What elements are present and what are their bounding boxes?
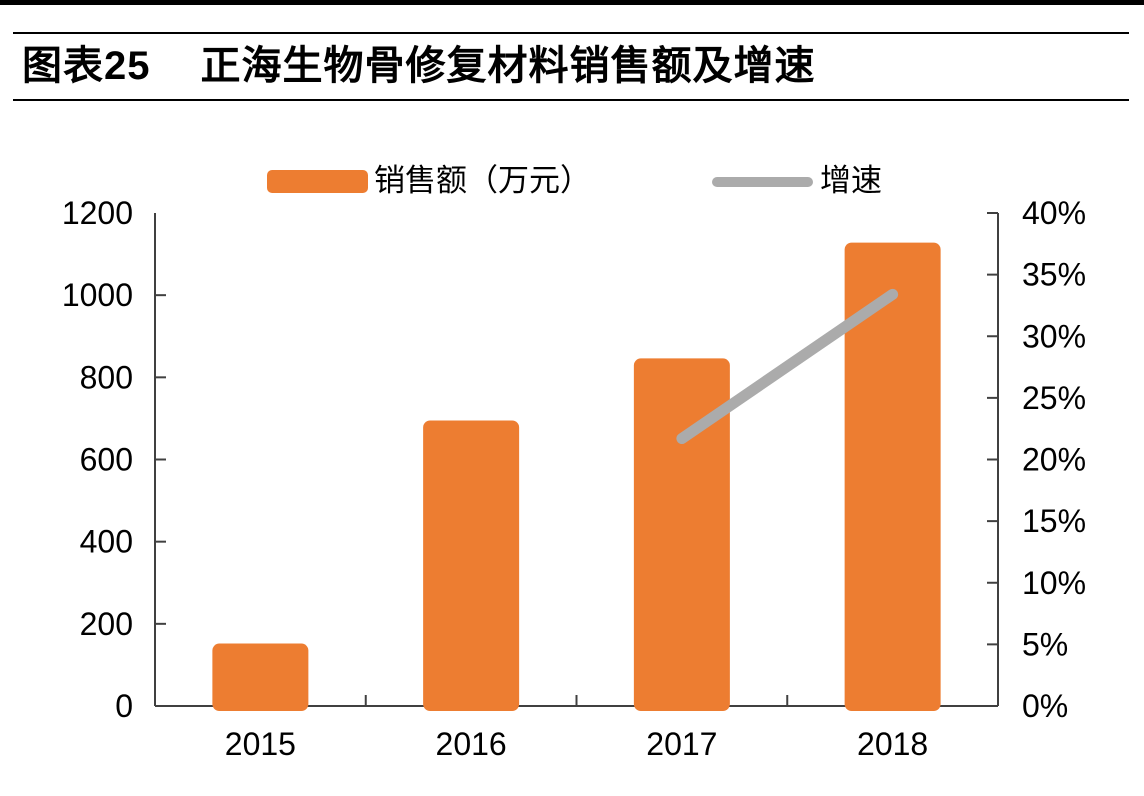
right-axis-label-0%: 0%: [1022, 688, 1068, 724]
left-axis-label-1200: 1200: [62, 195, 133, 231]
bar-2016: [423, 420, 520, 711]
title-rule-bottom: [13, 99, 1129, 101]
left-axis-label-800: 800: [80, 359, 133, 395]
x-axis-label-2017: 2017: [646, 726, 717, 762]
right-axis-label-40%: 40%: [1022, 195, 1086, 231]
x-axis-label-2015: 2015: [225, 726, 296, 762]
bar-2018: [844, 242, 941, 711]
left-axis-label-400: 400: [80, 524, 133, 560]
right-axis-label-30%: 30%: [1022, 318, 1086, 354]
page-top-rule: [0, 0, 1144, 5]
chart-number: 图表25: [22, 44, 151, 88]
left-axis-label-0: 0: [115, 688, 133, 724]
x-axis-label-2016: 2016: [436, 726, 507, 762]
x-axis-label-2018: 2018: [857, 726, 928, 762]
growth-line: [676, 288, 899, 445]
left-axis-label-200: 200: [80, 606, 133, 642]
bar-2017: [633, 358, 730, 711]
bar-2015: [212, 643, 309, 711]
right-axis-label-25%: 25%: [1022, 380, 1086, 416]
legend-bar-swatch: [267, 170, 368, 193]
right-axis-label-15%: 15%: [1022, 503, 1086, 539]
legend-bar-label: 销售额（万元）: [374, 163, 591, 198]
right-axis-label-5%: 5%: [1022, 626, 1068, 662]
chart-title-text: 正海生物骨修复材料销售额及增速: [200, 44, 816, 88]
chart-title: 图表25 正海生物骨修复材料销售额及增速: [22, 44, 816, 88]
right-axis-label-35%: 35%: [1022, 257, 1086, 293]
left-axis-label-600: 600: [80, 442, 133, 478]
legend-line-swatch: [712, 177, 813, 187]
legend-line-label: 增速: [820, 163, 882, 198]
right-axis-label-20%: 20%: [1022, 442, 1086, 478]
title-rule-top: [13, 32, 1129, 34]
right-axis-label-10%: 10%: [1022, 565, 1086, 601]
left-axis-label-1000: 1000: [62, 277, 133, 313]
